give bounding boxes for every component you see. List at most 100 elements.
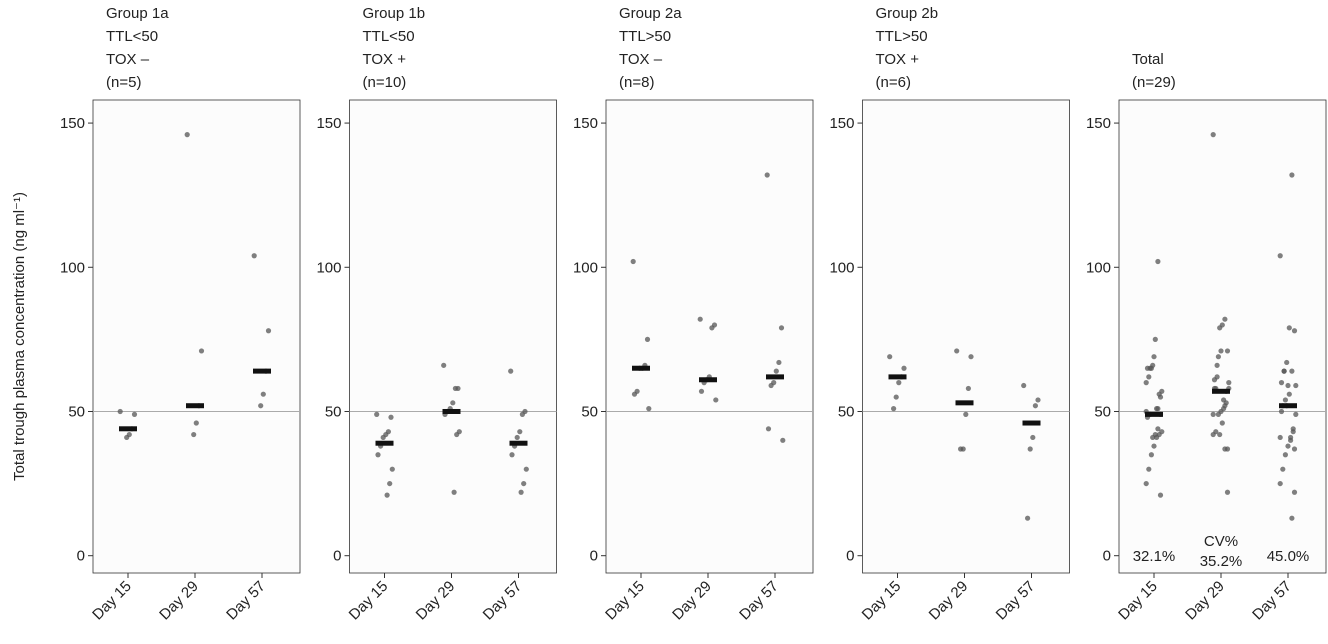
data-point (1215, 411, 1221, 417)
x-tick-label: Day 57 (736, 578, 782, 624)
data-point (1224, 348, 1231, 354)
data-point (452, 385, 458, 392)
y-tick-label: 0 (333, 548, 341, 565)
data-point (780, 437, 786, 443)
data-point (968, 354, 974, 360)
median-bar (253, 368, 271, 374)
data-point (251, 253, 257, 259)
panel (605, 99, 814, 574)
data-point (1215, 354, 1221, 360)
x-tick-label: Day 57 (223, 578, 269, 624)
data-point (374, 411, 380, 417)
data-point (1025, 515, 1031, 521)
x-tick-label: Day 29 (669, 578, 715, 624)
data-point (644, 336, 651, 342)
data-point (697, 316, 703, 322)
y-tick-label: 100 (1086, 259, 1111, 276)
data-point (1217, 325, 1223, 331)
panel-title: TOX – (106, 51, 150, 68)
data-point (764, 172, 770, 178)
data-point (265, 328, 272, 334)
data-point (901, 365, 907, 371)
median-bar (1022, 420, 1041, 426)
data-point (1157, 492, 1164, 498)
panel-title: (n=29) (1132, 74, 1176, 91)
data-point (1281, 368, 1287, 374)
data-point (380, 434, 386, 441)
panel-title: (n=8) (619, 74, 654, 91)
panel-title: (n=5) (106, 74, 141, 91)
y-axis-label: Total trough plasma concentration (ng ml… (11, 192, 28, 481)
data-point (891, 406, 897, 412)
panel (862, 99, 1070, 574)
data-point (709, 325, 715, 331)
data-point (1282, 397, 1288, 403)
data-point (773, 368, 779, 374)
y-tick-label: 50 (1094, 403, 1111, 420)
median-bar (1145, 411, 1163, 417)
data-point (509, 452, 515, 458)
data-point (521, 480, 527, 487)
median-bar (955, 400, 974, 406)
median-bar (509, 440, 528, 446)
data-point (519, 411, 526, 417)
y-tick-label: 150 (573, 115, 598, 132)
panel-title: TOX – (619, 51, 663, 68)
cv-title: CV% (1204, 533, 1238, 550)
data-point (1277, 434, 1283, 441)
median-bar (1279, 403, 1297, 409)
x-tick-label: Day 29 (413, 578, 459, 624)
data-point (896, 380, 902, 386)
data-point (1222, 316, 1228, 322)
data-point (1293, 411, 1299, 417)
data-point (1210, 132, 1216, 138)
data-point (198, 348, 205, 354)
data-point (954, 348, 960, 354)
median-bar (119, 426, 137, 432)
data-point (1155, 406, 1161, 412)
x-tick-label: Day 15 (859, 578, 905, 624)
y-tick-label: 50 (838, 403, 855, 420)
panel-title: TTL>50 (619, 28, 671, 45)
data-point (1035, 397, 1041, 403)
data-point (1146, 466, 1152, 472)
data-point (1218, 348, 1224, 354)
median-bar (766, 374, 784, 380)
data-point (514, 434, 520, 441)
data-point (1143, 480, 1149, 487)
x-tick-label: Day 15 (602, 578, 648, 624)
x-tick-label: Day 29 (156, 578, 202, 624)
data-point (1027, 446, 1033, 452)
panel-title: Group 2a (619, 5, 682, 22)
data-point (768, 382, 774, 389)
panel (92, 99, 301, 574)
data-point (1148, 452, 1154, 458)
data-point (260, 391, 266, 397)
data-point (1144, 365, 1151, 371)
panel-title: TTL<50 (363, 28, 415, 45)
data-point (258, 403, 264, 409)
y-tick-label: 150 (60, 115, 85, 132)
data-point (1210, 411, 1216, 417)
median-bar (442, 408, 461, 414)
data-point (450, 400, 456, 406)
data-point (1217, 431, 1223, 438)
data-point (1284, 359, 1290, 366)
data-point (451, 489, 457, 495)
data-point (963, 411, 969, 417)
data-point (765, 426, 772, 432)
panel-title: (n=10) (363, 74, 407, 91)
median-bar (699, 377, 717, 383)
data-point (1143, 380, 1149, 386)
data-point (1278, 380, 1285, 386)
cv-label: 45.0% (1267, 548, 1310, 565)
data-point (441, 362, 447, 368)
data-point (1226, 380, 1232, 386)
data-point (1146, 374, 1152, 380)
panel-title: TOX + (363, 51, 407, 68)
data-point (1285, 382, 1291, 389)
data-point (1291, 489, 1298, 495)
cv-label: 32.1% (1133, 548, 1176, 565)
data-point (1293, 382, 1299, 389)
